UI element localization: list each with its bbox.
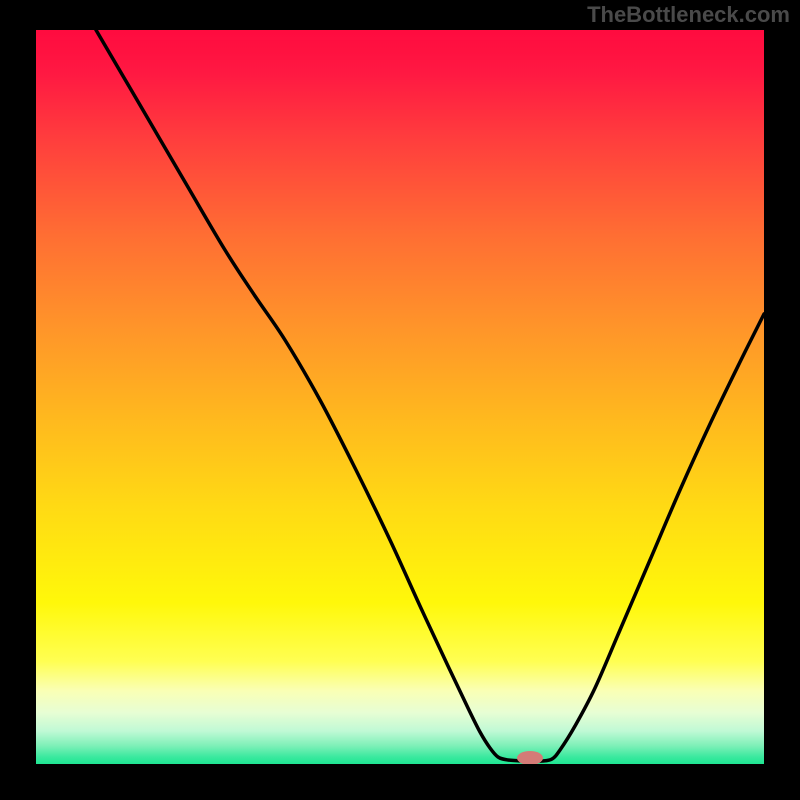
chart-svg <box>0 0 800 800</box>
bottleneck-chart: TheBottleneck.com <box>0 0 800 800</box>
border-left <box>0 0 36 800</box>
border-right <box>764 0 800 800</box>
optimal-marker <box>517 751 543 765</box>
watermark-text: TheBottleneck.com <box>587 2 790 28</box>
border-bottom <box>0 764 800 800</box>
gradient-background <box>36 30 764 764</box>
